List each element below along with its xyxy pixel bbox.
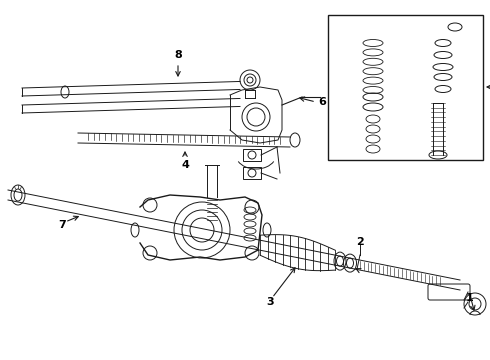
FancyBboxPatch shape [428,284,470,300]
Bar [243,149,261,161]
Text: 1: 1 [466,293,474,303]
Bar [243,167,261,179]
Text: 4: 4 [181,160,189,170]
Text: 6: 6 [318,97,326,107]
Text: 8: 8 [174,50,182,60]
Text: 2: 2 [356,237,364,247]
Bar [328,15,483,160]
Text: 3: 3 [266,297,274,307]
Text: 7: 7 [58,220,66,230]
